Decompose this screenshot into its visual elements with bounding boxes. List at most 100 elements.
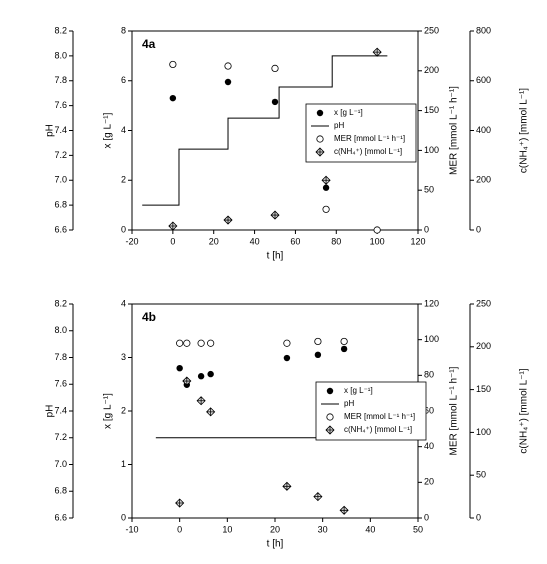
x-axis-label: t [h] — [267, 251, 284, 262]
y2-tick-label: 50 — [424, 185, 434, 195]
y4-tick-label: 8.2 — [54, 25, 67, 35]
panel-label: 4b — [142, 310, 156, 324]
x-tick-label: 10 — [222, 524, 232, 534]
y4-tick-label: 8.0 — [54, 50, 67, 60]
legend-symbol — [316, 109, 324, 117]
y3-tick-label: 600 — [476, 75, 491, 85]
y2-tick-label: 200 — [424, 65, 439, 75]
y3-axis-label: c(NH₄⁺) [mmol L⁻¹] — [519, 368, 530, 453]
point — [176, 365, 183, 372]
point — [314, 351, 322, 359]
y2-tick-label: 0 — [424, 512, 429, 522]
legend-label: c(NH₄⁺) [mmol L⁻¹] — [344, 425, 412, 434]
point — [197, 339, 205, 347]
y-axis-label: x [g L⁻¹] — [103, 112, 114, 148]
point — [282, 481, 292, 491]
y4-tick-label: 7.0 — [54, 175, 67, 185]
point — [340, 337, 348, 346]
point — [321, 175, 331, 185]
point — [271, 64, 279, 73]
point — [372, 47, 382, 57]
y-tick-label: 3 — [121, 352, 126, 362]
point — [224, 78, 232, 86]
y2-tick-label: 80 — [424, 370, 434, 380]
legend-label: pH — [344, 399, 354, 408]
point — [176, 339, 184, 347]
point — [169, 60, 177, 69]
point — [283, 339, 291, 347]
y4-tick-label: 7.0 — [54, 459, 67, 469]
y2-tick-label: 100 — [424, 334, 439, 344]
legend-symbol — [326, 413, 334, 421]
x-tick-label: 40 — [250, 236, 260, 246]
legend-label: MER [mmol L⁻¹ h⁻¹] — [334, 134, 405, 143]
point — [207, 339, 215, 347]
point — [169, 94, 177, 102]
point — [313, 492, 323, 502]
y4-tick-label: 8.2 — [54, 298, 67, 308]
point — [340, 345, 348, 353]
y4-tick-label: 6.6 — [54, 224, 67, 234]
legend-box — [305, 103, 417, 163]
legend-symbol — [326, 387, 334, 395]
y4-tick-label: 7.2 — [54, 432, 67, 442]
point — [183, 339, 191, 347]
point — [322, 184, 330, 191]
legend-symbol — [315, 147, 325, 157]
x-tick-label: 100 — [370, 236, 385, 246]
y-tick-label: 4 — [121, 125, 126, 135]
legend-symbol — [325, 425, 335, 435]
y4-axis-label: pH — [45, 124, 56, 137]
x-tick-label: 0 — [177, 524, 182, 534]
y4-tick-label: 6.6 — [54, 512, 67, 522]
legend-label: c(NH₄⁺) [mmol L⁻¹] — [334, 147, 402, 156]
y4-tick-label: 6.8 — [54, 200, 67, 210]
y2-tick-label: 60 — [424, 405, 434, 415]
y3-tick-label: 250 — [476, 298, 491, 308]
point — [270, 210, 280, 220]
y3-tick-label: 150 — [476, 384, 491, 394]
point — [197, 373, 205, 380]
y2-axis-label: MER [mmol L⁻¹ h⁻¹] — [449, 86, 460, 175]
x-tick-label: 0 — [170, 236, 175, 246]
point — [206, 407, 216, 417]
legend-symbol — [316, 135, 324, 143]
y2-tick-label: 40 — [424, 441, 434, 451]
panel-label: 4a — [142, 37, 156, 51]
legend-label: x [g L⁻¹] — [344, 386, 373, 395]
y3-tick-label: 400 — [476, 125, 491, 135]
y4-tick-label: 7.6 — [54, 100, 67, 110]
y4-tick-label: 7.8 — [54, 352, 67, 362]
legend-label: pH — [334, 121, 344, 130]
x-tick-label: 80 — [331, 236, 341, 246]
y4-tick-label: 7.4 — [54, 125, 67, 135]
y-tick-label: 8 — [121, 25, 126, 35]
point — [196, 396, 206, 406]
y-tick-label: 0 — [121, 512, 126, 522]
y-axis-label: x [g L⁻¹] — [103, 393, 114, 429]
x-tick-label: 20 — [270, 524, 280, 534]
y3-tick-label: 50 — [476, 470, 486, 480]
x-tick-label: 60 — [290, 236, 300, 246]
legend-box — [315, 381, 427, 441]
y-tick-label: 2 — [121, 405, 126, 415]
point — [283, 354, 291, 362]
point — [314, 337, 322, 346]
y3-tick-label: 800 — [476, 25, 491, 35]
y4-tick-label: 6.8 — [54, 486, 67, 496]
x-tick-label: 30 — [318, 524, 328, 534]
y3-tick-label: 200 — [476, 175, 491, 185]
y2-tick-label: 120 — [424, 298, 439, 308]
y3-tick-label: 200 — [476, 341, 491, 351]
point — [175, 498, 185, 508]
y4-tick-label: 7.4 — [54, 405, 67, 415]
y-tick-label: 6 — [121, 75, 126, 85]
x-tick-label: -10 — [125, 524, 138, 534]
x-tick-label: 40 — [365, 524, 375, 534]
y4-axis-label: pH — [45, 405, 56, 418]
x-tick-label: -20 — [125, 236, 138, 246]
y2-tick-label: 0 — [424, 224, 429, 234]
y-tick-label: 4 — [121, 298, 126, 308]
y2-axis-label: MER [mmol L⁻¹ h⁻¹] — [449, 366, 460, 455]
x-tick-label: 50 — [413, 524, 423, 534]
